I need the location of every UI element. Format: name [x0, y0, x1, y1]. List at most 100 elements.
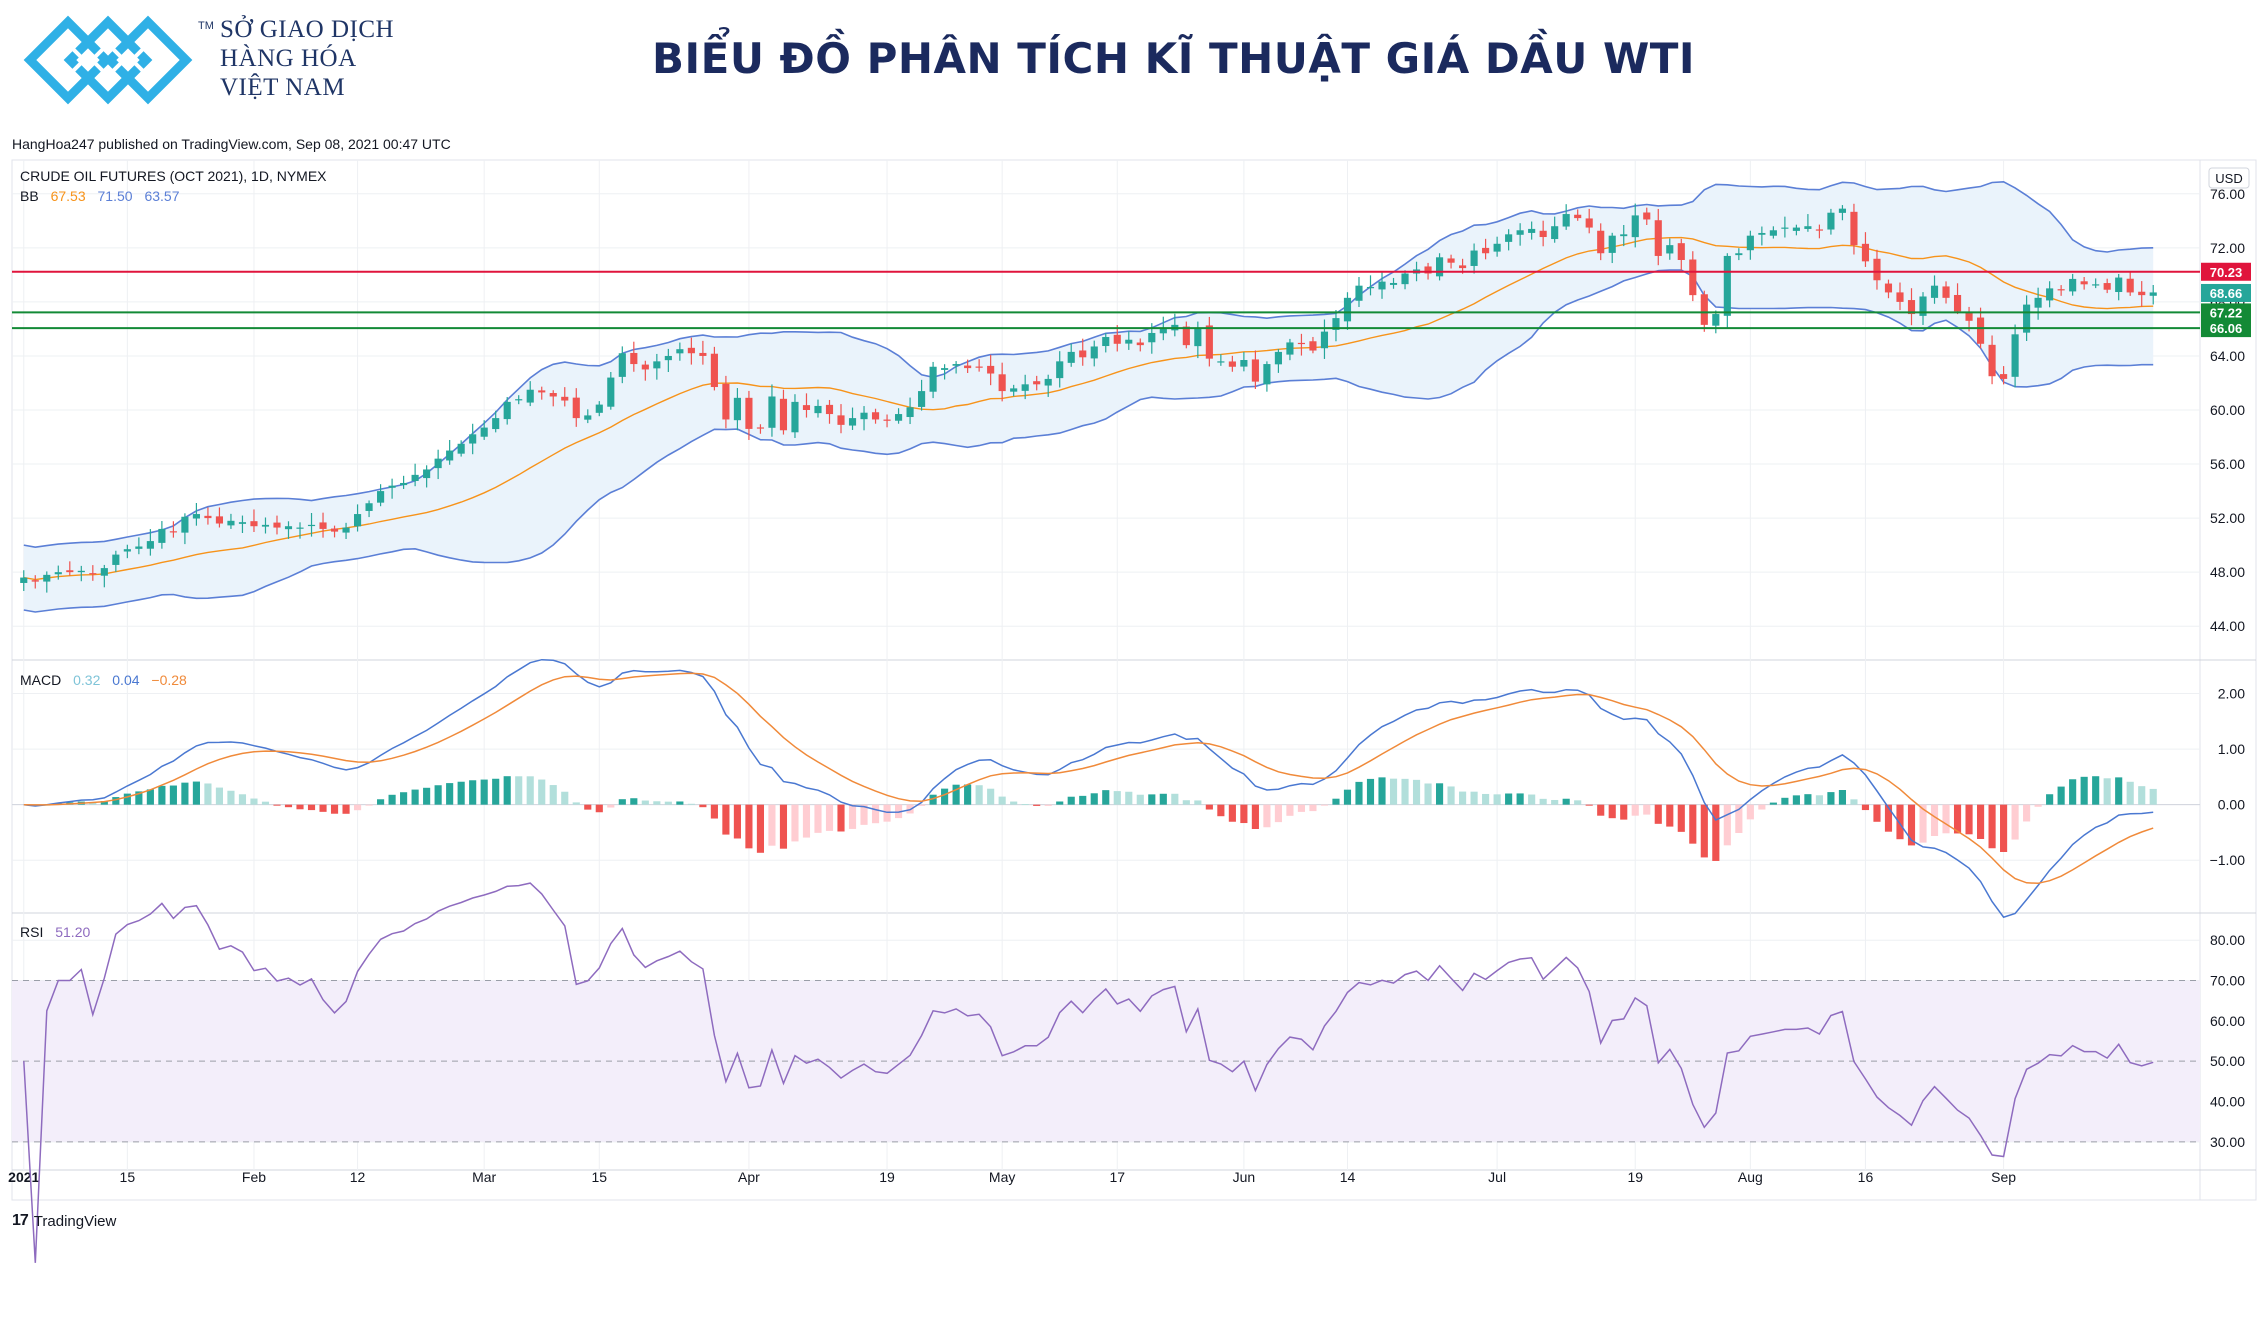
candle-body [515, 399, 523, 401]
macd-histogram-bar [2046, 794, 2054, 805]
macd-histogram-bar [791, 804, 799, 842]
macd-histogram-bar [607, 804, 615, 808]
candle-body [1228, 361, 1236, 367]
macd-histogram-bar [2080, 776, 2088, 805]
macd-histogram-bar [1539, 798, 1547, 805]
candle-body [1850, 211, 1858, 246]
macd-histogram-bar [284, 804, 293, 808]
price-axis-tick-label: 48.00 [2210, 564, 2245, 580]
macd-histogram-bar [469, 780, 477, 805]
candle-body [1551, 226, 1559, 240]
candle-body [1735, 253, 1743, 256]
macd-histogram-bar [1286, 804, 1294, 816]
candle-body [1240, 360, 1248, 367]
macd-histogram-bar [423, 787, 431, 805]
time-axis-tick-label: Jul [1488, 1169, 1506, 1185]
macd-histogram-bar [135, 791, 143, 805]
candle-body [1666, 245, 1674, 254]
candle-body [457, 443, 465, 454]
macd-histogram-bar [1159, 793, 1167, 805]
candle-body [1585, 218, 1593, 228]
macd-histogram-bar [1758, 804, 1766, 810]
candle-body [1769, 230, 1777, 236]
candle-body [1435, 257, 1444, 277]
candle-body [1067, 351, 1075, 363]
candle-body [123, 549, 131, 552]
candle-body [975, 366, 983, 368]
candle-body [2069, 278, 2077, 292]
macd-histogram-bar [1585, 804, 1593, 806]
macd-histogram-bar [1907, 804, 1916, 846]
candle-body [1401, 273, 1409, 285]
macd-histogram-bar [250, 798, 258, 805]
macd-histogram-bar [756, 804, 765, 853]
macd-histogram-bar [1136, 794, 1144, 805]
candle-body [1643, 212, 1651, 220]
macd-histogram-bar [618, 799, 626, 805]
candle-body [1654, 220, 1662, 256]
time-axis-tick-label: Jun [1233, 1169, 1256, 1185]
macd-histogram-bar [227, 790, 235, 805]
macd-histogram-bar [330, 804, 339, 814]
macd-histogram-bar [871, 804, 880, 824]
candle-body [296, 527, 304, 529]
macd-histogram-bar [630, 798, 638, 805]
candle-body [941, 368, 949, 370]
candle-body [837, 415, 845, 425]
macd-histogram-bar [526, 776, 534, 805]
candle-body [802, 405, 811, 410]
macd-histogram-bar [676, 801, 684, 805]
macd-line [23, 658, 2154, 919]
macd-histogram-bar [1079, 795, 1087, 805]
macd-histogram-bar [1021, 804, 1029, 806]
candle-body [1079, 350, 1087, 358]
candle-body [1148, 332, 1156, 343]
macd-histogram-bar [1424, 783, 1432, 805]
macd-histogram-bar [745, 804, 753, 849]
price-label-badge [2201, 319, 2251, 338]
candle-body [307, 524, 316, 527]
macd-histogram-bar [975, 785, 983, 805]
candle-body [1182, 326, 1190, 346]
macd-histogram-bar [1113, 791, 1121, 805]
candle-body [1919, 296, 1927, 316]
candle-body [2092, 284, 2100, 286]
macd-histogram-bar [1620, 804, 1628, 820]
candle-body [1459, 265, 1467, 269]
candle-body [1090, 346, 1098, 359]
candle-body [1470, 250, 1478, 266]
macd-histogram-bar [2000, 804, 2008, 852]
candle-body [1884, 283, 1893, 293]
macd-histogram-bar [779, 804, 788, 849]
rsi-axis-tick-label: 40.00 [2210, 1094, 2245, 1110]
macd-histogram-bar [1942, 804, 1950, 834]
chart-frame [11, 159, 2257, 1201]
macd-histogram-bar [1171, 793, 1179, 805]
candle-body [2034, 297, 2042, 308]
candle-body [365, 503, 373, 511]
macd-histogram-bar [1228, 804, 1236, 822]
header: TM SỞ GIAO DỊCH HÀNG HÓA VIỆT NAM BIỂU Đ… [0, 0, 2268, 130]
macd-signal-value: −0.28 [151, 672, 187, 688]
macd-histogram-bar [1700, 804, 1708, 858]
time-axis-tick-label: 12 [350, 1169, 366, 1185]
macd-histogram-bar [964, 784, 972, 805]
candle-body [1539, 230, 1547, 238]
candle-body [1953, 294, 1962, 312]
brand-line-1: SỞ GIAO DỊCH [220, 16, 395, 43]
trademark-mark: TM [198, 20, 214, 32]
macd-histogram-bar [1597, 804, 1605, 816]
macd-histogram-bar [1182, 800, 1190, 805]
tradingview-logo-icon: 17 [12, 1212, 29, 1229]
tradingview-label: TradingView [33, 1212, 117, 1230]
candle-body [1597, 230, 1605, 254]
candle-body [2046, 288, 2054, 301]
tradingview-brand[interactable]: 17 TradingView [12, 1212, 116, 1230]
candle-body [676, 349, 684, 354]
macd-histogram-bar [2034, 804, 2042, 807]
macd-histogram-bar [1551, 799, 1559, 805]
time-axis-tick-label: Sep [1991, 1169, 2016, 1185]
candle-body [1781, 227, 1789, 229]
macd-histogram-bar [1689, 804, 1697, 844]
